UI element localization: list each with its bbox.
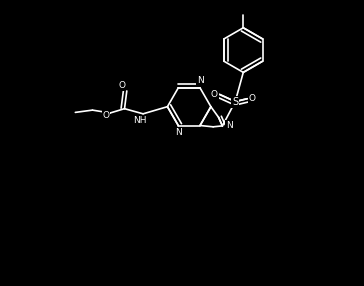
Text: NH: NH: [134, 116, 147, 125]
Text: N: N: [226, 121, 233, 130]
Text: O: O: [102, 111, 110, 120]
Text: O: O: [211, 90, 218, 99]
Text: O: O: [249, 94, 256, 103]
Text: S: S: [232, 97, 238, 107]
Text: N: N: [197, 76, 203, 85]
Text: N: N: [175, 128, 182, 137]
Text: O: O: [118, 81, 125, 90]
